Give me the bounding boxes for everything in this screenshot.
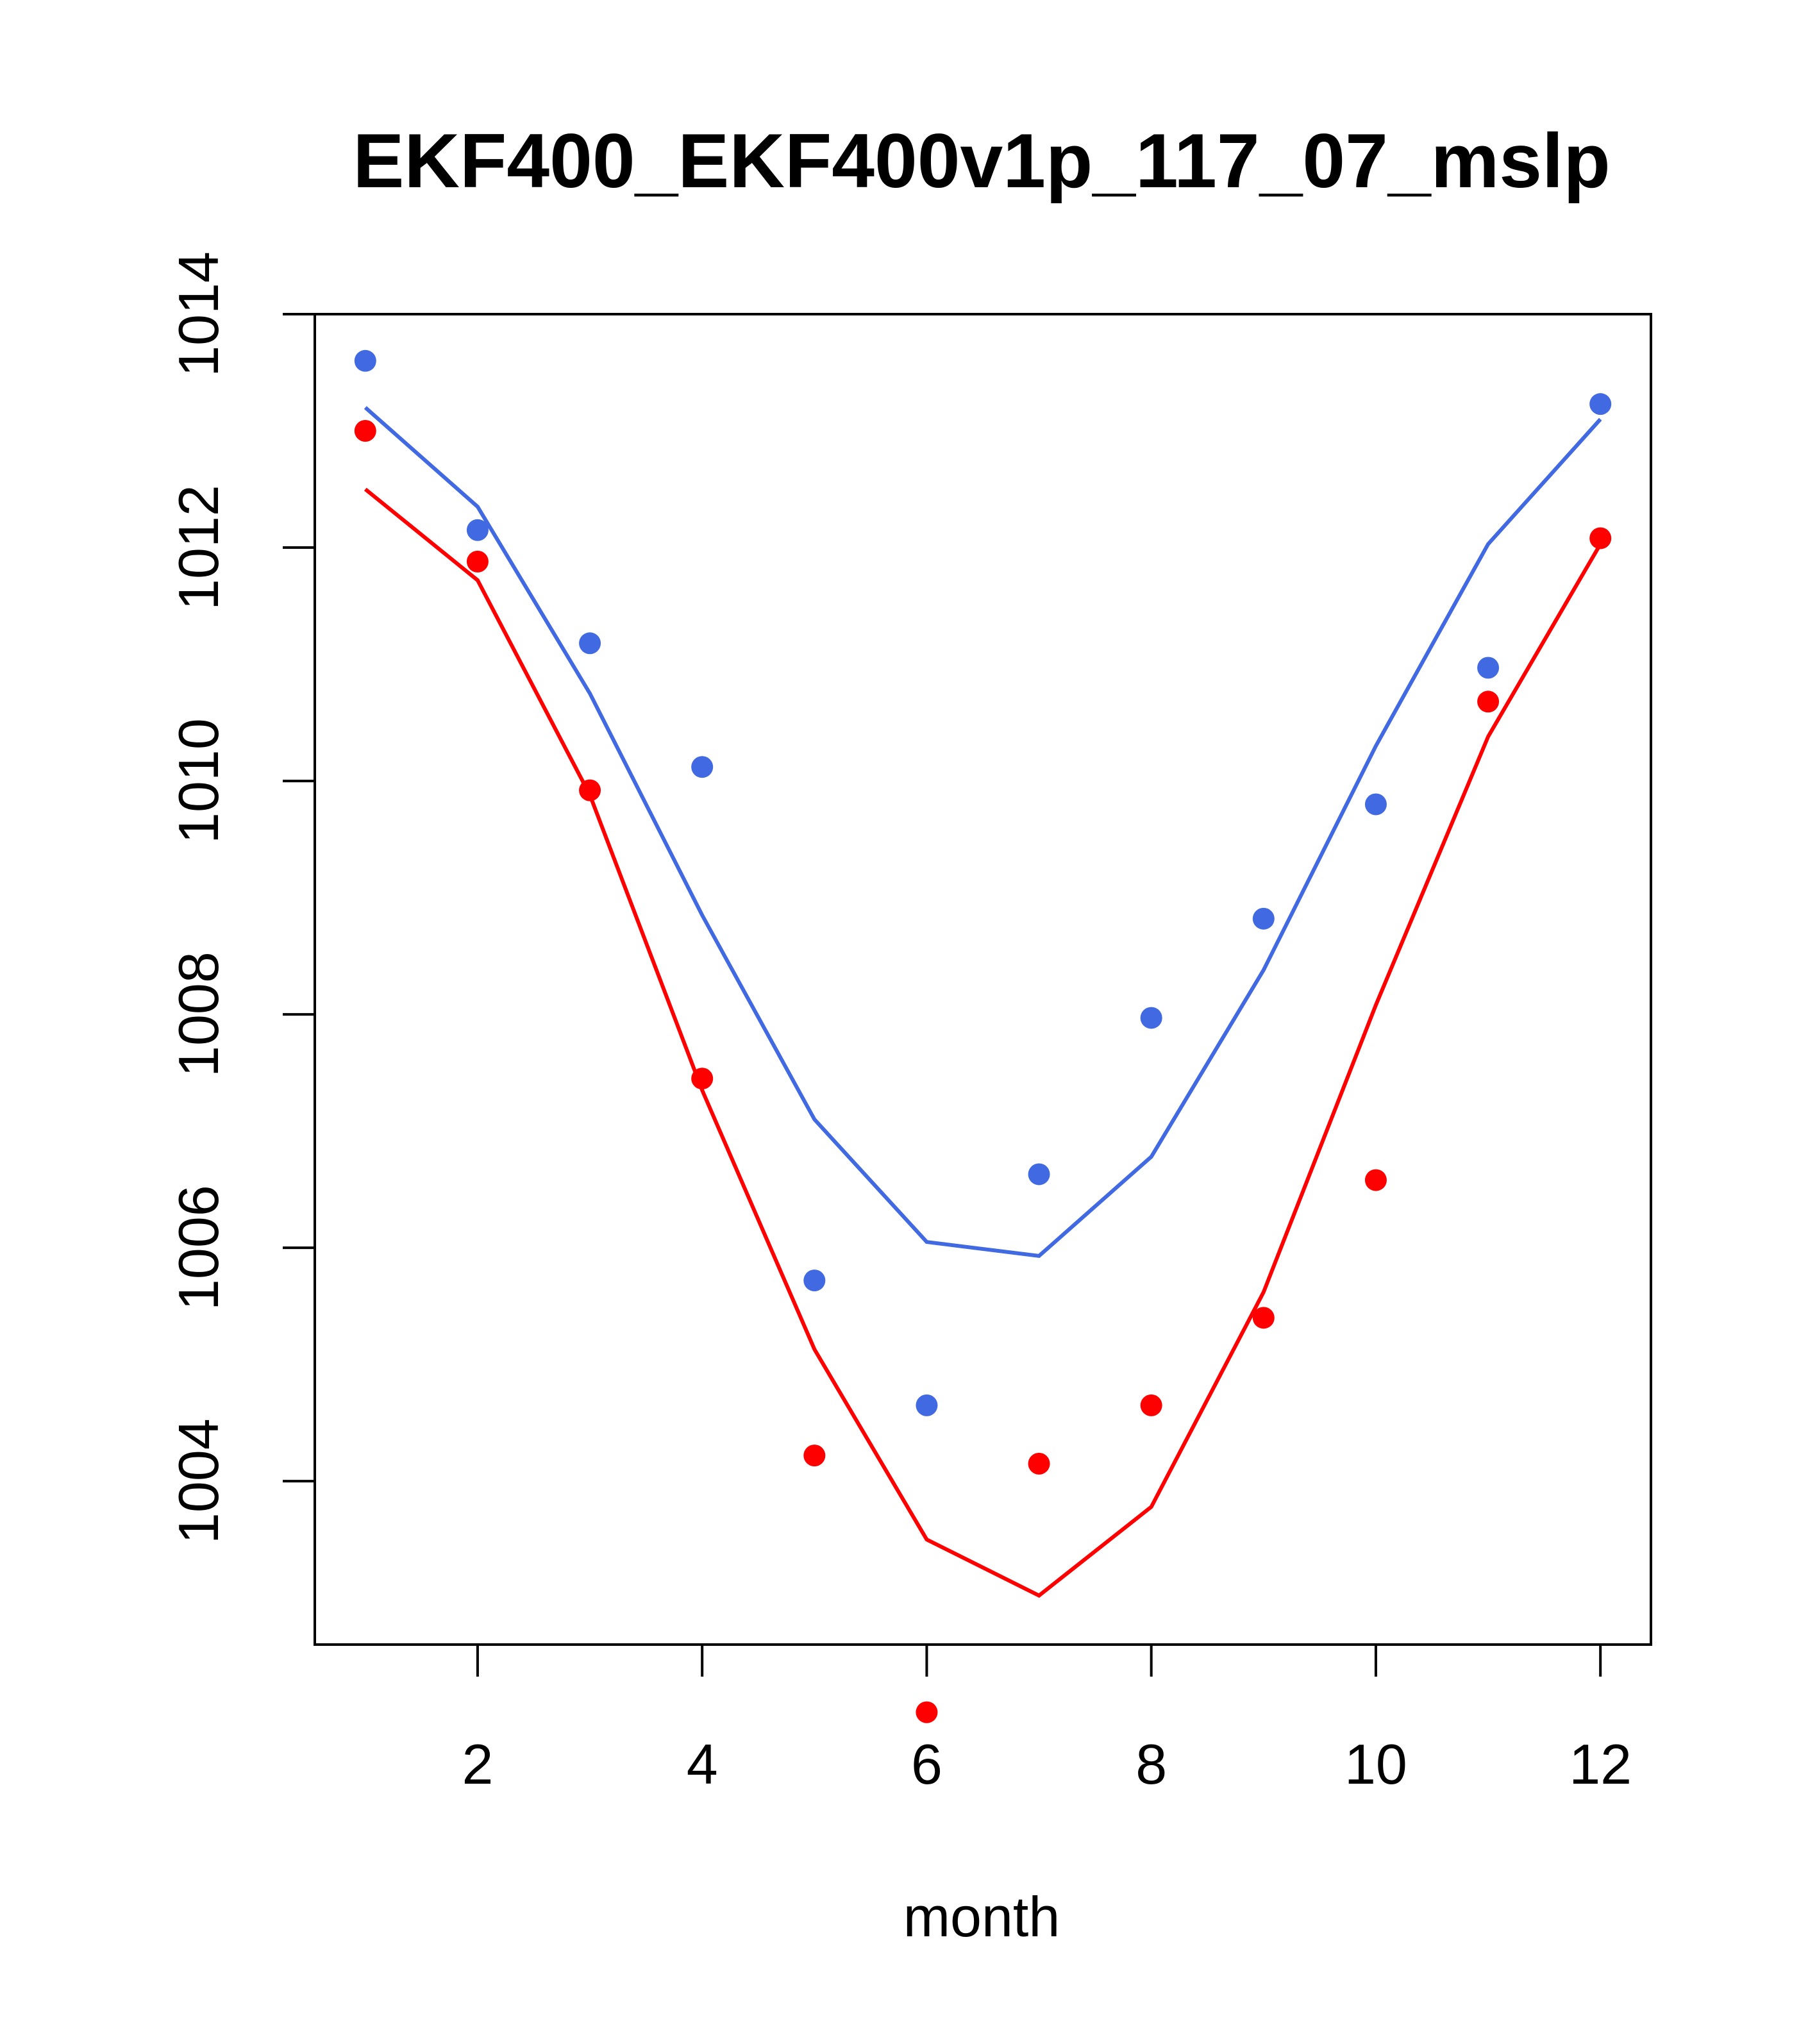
blue-series-point [466,519,489,541]
red-series-point [803,1445,826,1467]
series-lines [364,406,1602,1598]
blue-series-point [1477,657,1500,679]
blue-series-point [1364,793,1387,816]
red-series-point [691,1068,714,1090]
red-series-point [579,779,601,801]
blue-series-point [1140,1007,1162,1029]
red-series-point [1252,1307,1275,1329]
x-axis: 2 4 6 8 10 12 [462,1643,1632,1796]
blue-series-point [1028,1163,1050,1185]
y-tick-label: 1012 [167,485,230,610]
x-tick-label: 4 [687,1732,718,1796]
blue-series-point [1252,907,1275,930]
y-axis: 1004 1006 1008 1010 1012 1014 [167,251,316,1544]
red-series-point [1028,1452,1050,1475]
y-tick-label: 1006 [167,1185,230,1311]
red-series-point [1477,691,1500,713]
x-tick-label: 2 [462,1732,493,1796]
chart-title: EKF400_EKF400v1p_117_07_mslp [353,118,1610,204]
x-tick-label: 10 [1344,1732,1407,1796]
series-points [354,349,1612,1723]
x-tick-label: 6 [911,1732,942,1796]
red-series-point [354,420,376,442]
blue-series-line [364,406,1602,1259]
red-series-point [1589,527,1612,549]
blue-series-point [916,1394,938,1416]
red-series-point [1140,1394,1162,1416]
red-series-line [364,487,1602,1598]
y-tick-label: 1010 [167,718,230,844]
red-series-point [916,1701,938,1723]
x-tick-label: 12 [1569,1732,1632,1796]
blue-series-point [1589,393,1612,415]
blue-series-point [691,756,714,778]
blue-series-point [803,1269,826,1292]
x-axis-label: month [903,1885,1060,1948]
y-tick-label: 1008 [167,951,230,1077]
red-series-point [466,550,489,573]
red-series-point [1364,1169,1387,1191]
y-tick-label: 1004 [167,1418,230,1544]
blue-series-point [579,632,601,655]
y-tick-label: 1014 [167,251,230,377]
plot-frame [314,313,1652,1646]
x-tick-label: 8 [1135,1732,1167,1796]
blue-series-point [354,349,376,372]
